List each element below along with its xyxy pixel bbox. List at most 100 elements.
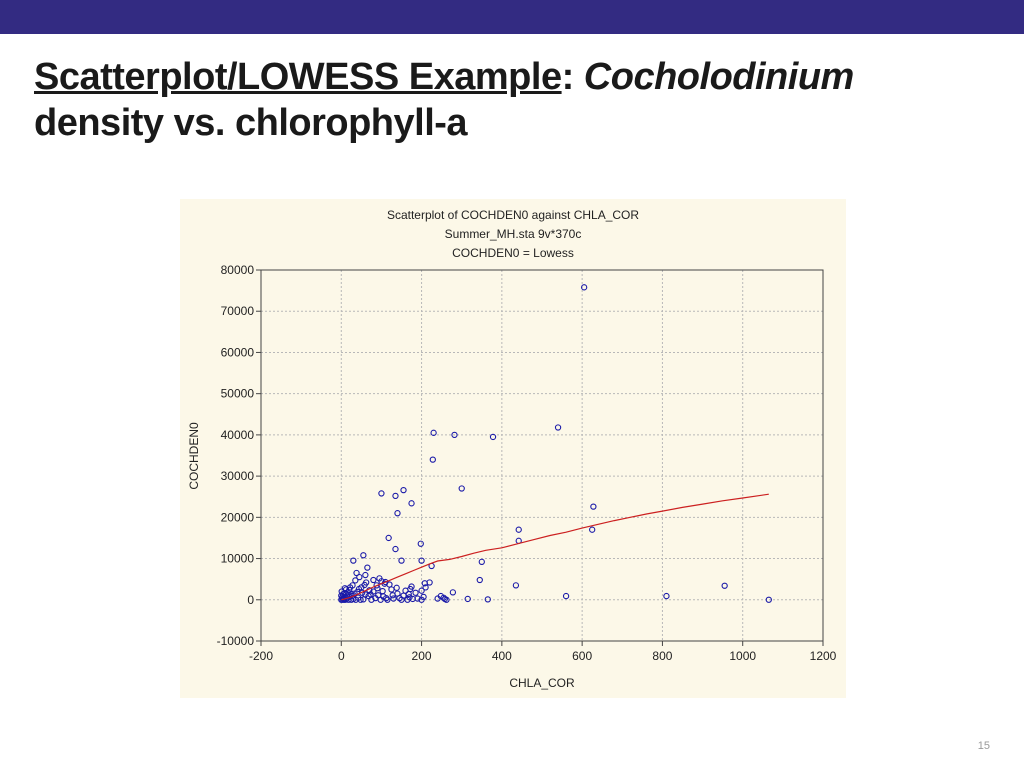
x-tick-label: 0 bbox=[338, 649, 345, 663]
data-point bbox=[515, 526, 522, 533]
y-tick-label: -10000 bbox=[217, 634, 255, 648]
y-tick-label: 70000 bbox=[221, 304, 255, 318]
axis-ticks: -200 0 200 400 600 800 1000 1200 -10000 0 10000 200… bbox=[217, 263, 837, 663]
scatter-points bbox=[338, 284, 772, 603]
data-point bbox=[476, 576, 483, 584]
data-point bbox=[384, 596, 391, 603]
data-point bbox=[338, 588, 345, 595]
data-point bbox=[364, 564, 371, 571]
data-point bbox=[765, 596, 772, 603]
data-point bbox=[458, 485, 465, 492]
y-tick-label: 80000 bbox=[221, 263, 255, 277]
data-point bbox=[370, 576, 377, 584]
chart-subtitle: Summer_MH.sta 9v*370c bbox=[445, 227, 582, 241]
data-point bbox=[589, 526, 596, 533]
data-point bbox=[389, 592, 396, 599]
data-point bbox=[393, 584, 400, 591]
data-point bbox=[376, 575, 383, 582]
data-point bbox=[338, 592, 345, 599]
chart-title: Scatterplot of COCHDEN0 against CHLA_COR bbox=[387, 208, 639, 222]
data-point bbox=[580, 284, 588, 291]
data-point bbox=[398, 596, 405, 603]
x-tick-label: 1200 bbox=[810, 649, 837, 663]
grid bbox=[261, 270, 823, 641]
scatterplot-chart: Scatterplot of COCHDEN0 against CHLA_COR… bbox=[187, 208, 837, 690]
data-point bbox=[400, 486, 407, 494]
top-banner bbox=[0, 0, 1024, 34]
x-tick-label: 1000 bbox=[729, 649, 756, 663]
data-point bbox=[378, 490, 385, 497]
y-axis-label: COCHDEN0 bbox=[187, 422, 201, 490]
data-point bbox=[346, 584, 354, 591]
data-point bbox=[385, 534, 392, 542]
chart-subtitle-lowess: COCHDEN0 = Lowess bbox=[452, 246, 574, 260]
data-point bbox=[441, 595, 449, 603]
lowess-line bbox=[341, 493, 769, 601]
data-point bbox=[412, 589, 419, 596]
data-point bbox=[370, 588, 377, 595]
chart-panel: Scatterplot of COCHDEN0 against CHLA_COR… bbox=[180, 199, 846, 698]
data-point bbox=[361, 581, 368, 589]
y-tick-label: 0 bbox=[247, 593, 254, 607]
data-point bbox=[663, 592, 670, 600]
data-point bbox=[373, 582, 380, 589]
data-point bbox=[478, 558, 485, 566]
data-point bbox=[451, 431, 458, 439]
data-point bbox=[420, 593, 427, 601]
data-point bbox=[418, 587, 425, 594]
data-point bbox=[418, 557, 425, 564]
data-point bbox=[375, 592, 382, 599]
data-point bbox=[512, 582, 520, 589]
title-colon: : bbox=[561, 56, 584, 98]
data-point bbox=[554, 424, 562, 431]
data-point bbox=[338, 596, 345, 603]
y-tick-label: 20000 bbox=[221, 510, 255, 524]
data-point bbox=[434, 595, 441, 602]
data-point bbox=[484, 596, 491, 603]
y-tick-label: 30000 bbox=[221, 469, 255, 483]
title-italic: Cocholodinium bbox=[583, 56, 855, 98]
data-point bbox=[379, 587, 386, 595]
data-point bbox=[353, 569, 360, 577]
data-point bbox=[407, 585, 414, 593]
data-point bbox=[721, 582, 728, 589]
data-point bbox=[362, 571, 369, 579]
data-point bbox=[429, 456, 436, 463]
data-point bbox=[360, 552, 367, 559]
data-point bbox=[409, 595, 416, 603]
data-point bbox=[489, 433, 497, 441]
x-tick-label: 200 bbox=[412, 649, 432, 663]
data-point bbox=[350, 557, 357, 564]
x-tick-label: -200 bbox=[249, 649, 273, 663]
x-tick-label: 600 bbox=[572, 649, 592, 663]
data-point bbox=[388, 586, 395, 593]
data-point bbox=[355, 585, 363, 593]
data-point bbox=[590, 503, 597, 510]
data-point bbox=[351, 590, 358, 597]
y-tick-label: 40000 bbox=[221, 428, 255, 442]
x-tick-label: 800 bbox=[652, 649, 672, 663]
y-tick-label: 10000 bbox=[221, 552, 255, 566]
lowess-curve bbox=[341, 493, 769, 601]
data-point bbox=[422, 584, 429, 591]
data-point bbox=[421, 580, 428, 587]
data-point bbox=[449, 589, 457, 596]
data-point bbox=[464, 595, 471, 603]
data-point bbox=[352, 577, 359, 584]
data-point bbox=[398, 557, 405, 564]
x-tick-label: 400 bbox=[492, 649, 512, 663]
x-axis-label: CHLA_COR bbox=[509, 676, 575, 690]
y-tick-label: 50000 bbox=[221, 387, 255, 401]
title-rest: density vs. chlorophyll-a bbox=[34, 102, 468, 144]
data-point bbox=[408, 500, 415, 507]
title-underlined: Scatterplot/LOWESS Example bbox=[34, 56, 562, 98]
data-point bbox=[392, 492, 399, 500]
data-point bbox=[562, 592, 570, 600]
data-point bbox=[356, 573, 363, 581]
data-point bbox=[430, 429, 437, 436]
data-point bbox=[417, 540, 424, 547]
data-point bbox=[344, 589, 351, 596]
data-point bbox=[383, 594, 390, 602]
data-point bbox=[392, 545, 399, 553]
data-point bbox=[390, 595, 397, 602]
